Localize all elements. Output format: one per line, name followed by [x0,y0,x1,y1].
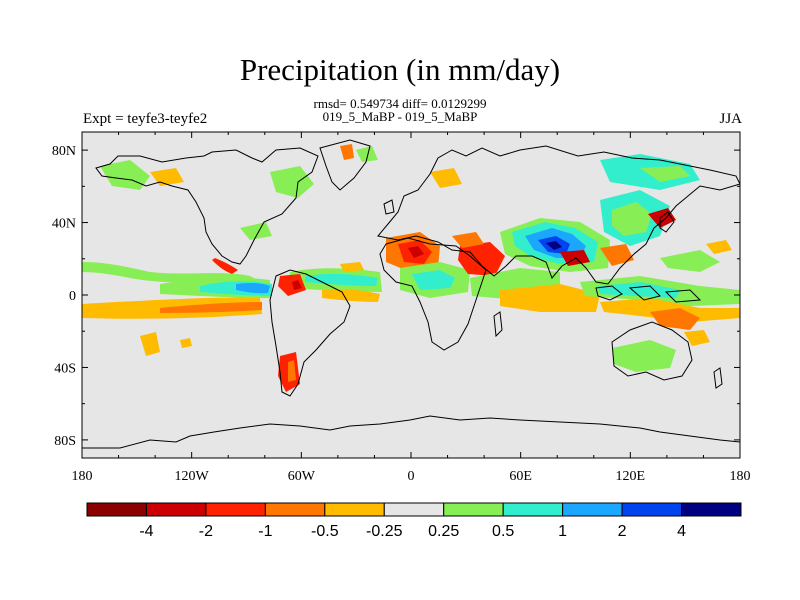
continent-outlines [82,139,740,449]
field-monsoon-navy [546,241,562,250]
y-tick-label: 80S [54,434,76,449]
field-east-africa-red [458,242,505,276]
field-arctic-orange-a [150,168,184,186]
field-nw-pacific-green [660,250,720,272]
colorbar-swatch [205,502,266,517]
colorbar-label: 1 [558,523,567,540]
chart-subtitle: 019_5_MaBP - 019_5_MaBP [322,109,478,124]
y-tick-label: 40N [52,217,76,232]
x-tick-label: 60W [288,469,316,484]
field-south-pacific-orange-b [180,338,192,348]
field-east-asia-green [612,202,652,236]
field-south-pacific-orange-a [140,332,160,356]
outline-greenland [319,139,371,191]
field-pacific-orange-band [160,302,262,313]
outline-south-america [269,269,351,397]
y-tick-label: 0 [69,289,76,304]
stats-line: rmsd= 0.549734 diff= 0.0129299 [313,96,487,111]
field-australia-green [612,340,676,372]
colorbar-label: -0.25 [366,523,403,540]
field-indian-ocean-orange [500,284,600,312]
field-nw-pacific-orange [706,240,732,254]
colorbar-swatch [264,502,326,517]
outline-madagascar [493,311,503,338]
colorbar-label: -4 [139,523,153,540]
field-arctic-green-c [356,146,378,162]
field-australia-orange [684,330,710,346]
outline-australia [611,321,693,381]
field-warm-pool-red [650,308,700,330]
map-area [82,132,740,458]
field-siberia-green [640,166,690,182]
x-tick-label: 180 [72,469,93,484]
colorbar-swatch [145,502,207,517]
outline-eurasia [377,145,740,285]
precip-field [82,144,740,392]
field-atlantic-orange [322,289,380,302]
field-east-pacific-blue [236,282,270,294]
chart-title: Precipitation (in mm/day) [239,52,561,87]
outline-africa [379,237,487,351]
outline-japan [659,211,675,233]
field-south-america-orange [288,360,296,382]
axes: 180 120W 60W 0 60E 120E 180 80N 40N 0 40S 80S [52,132,751,484]
x-tick-label: 120W [175,469,210,484]
field-north-brazil-dark [292,280,302,290]
chart-stats: rmsd= 0.549734 diff= 0.0129299 019_5_MaB… [0,97,800,123]
colorbar-label: 0.25 [428,523,459,540]
colorbar-swatch [324,502,385,517]
x-tick-label: 180 [730,469,751,484]
colorbar-label: -0.5 [311,523,339,540]
colorbar-swatch [681,502,742,517]
y-tick-label: 80N [52,144,76,159]
outline-antarctica [82,415,740,449]
field-east-africa-orange [452,232,484,248]
field-bay-orange [600,244,634,266]
colorbar-swatch [383,502,445,517]
colorbar-swatch [443,502,504,517]
outline-uk [383,199,395,215]
x-tick-label: 60E [509,469,532,484]
field-north-atlantic-green [240,222,272,240]
field-west-africa-coast-orange [340,262,364,272]
season-label: JJA [719,111,742,127]
colorbar-swatch [621,502,683,517]
field-arctic-orange-b [340,144,354,160]
experiment-label: Expt = teyfe3-teyfe2 [83,111,208,127]
colorbar-label: 4 [677,523,686,540]
colorbar-label: -1 [258,523,272,540]
colorbar-label: 2 [618,523,627,540]
outline-new-zealand [713,367,723,389]
field-arctic-orange-c [430,168,462,188]
colorbar: -4 -2 -1 -0.5 -0.25 0.25 0.5 1 2 4 [86,502,742,540]
field-central-america-red [212,258,238,274]
colorbar-swatch [562,502,623,517]
colorbar-swatch [86,502,147,517]
x-tick-label: 120E [616,469,646,484]
colorbar-label: 0.5 [492,523,514,540]
outline-north-america [95,147,319,265]
x-tick-label: 0 [408,469,415,484]
field-north-brazil-red [278,274,306,296]
field-arctic-green-b [270,166,314,198]
y-tick-label: 40S [54,361,76,376]
field-west-africa-dark [408,246,424,258]
colorbar-label: -2 [199,523,213,540]
outline-maritime-continent [595,285,702,303]
field-warm-pool-cyan [598,282,680,298]
field-africa-cyan [412,270,455,290]
colorbar-swatch [502,502,564,517]
